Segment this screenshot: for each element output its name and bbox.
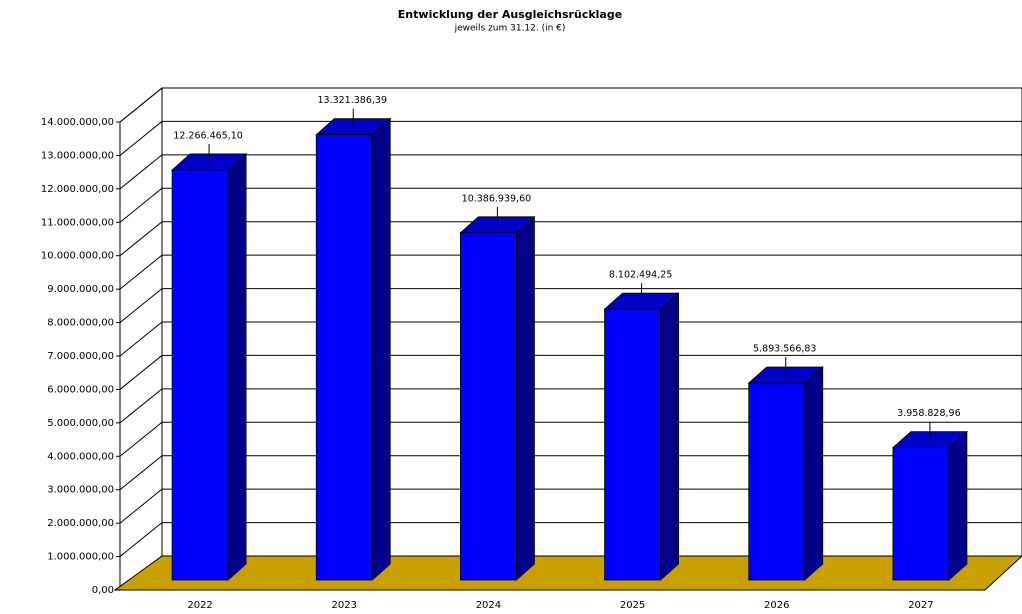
- bar-side: [227, 153, 247, 581]
- x-tick-label: 2026: [764, 600, 789, 611]
- y-tick-label: 1.000.000,00: [47, 552, 114, 563]
- bar-front: [315, 134, 373, 581]
- bar-side: [804, 366, 824, 581]
- y-tick-label: 5.000.000,00: [47, 418, 114, 429]
- bar: [603, 292, 680, 581]
- chart-subtitle: jeweils zum 31.12. (in €): [454, 24, 566, 34]
- value-label: 3.958.828,96: [897, 408, 960, 419]
- bar: [891, 430, 968, 581]
- grid-line: [119, 488, 1022, 524]
- grid-line: [119, 522, 1022, 557]
- value-label: 5.893.566,83: [753, 343, 816, 354]
- bar-side: [660, 292, 679, 581]
- y-tick-label: 0,00: [92, 585, 114, 596]
- bar: [747, 366, 824, 581]
- grid-line: [119, 421, 1022, 457]
- y-tick-label: 10.000.000,00: [41, 251, 114, 262]
- y-tick-label: 4.000.000,00: [47, 451, 114, 462]
- value-label: 13.321.386,39: [317, 95, 387, 106]
- bar: [315, 117, 392, 581]
- grid-line: [119, 154, 1022, 190]
- x-tick-label: 2022: [187, 600, 212, 611]
- bar: [171, 153, 248, 581]
- y-tick-label: 14.000.000,00: [41, 117, 114, 128]
- x-tick-label: 2025: [620, 600, 645, 611]
- y-tick-label: 7.000.000,00: [47, 351, 114, 362]
- grid-line: [119, 321, 1022, 357]
- bar-side: [371, 117, 391, 581]
- bar-side: [516, 215, 535, 581]
- x-tick-label: 2024: [476, 600, 501, 611]
- value-label: 10.386.939,60: [462, 193, 532, 204]
- grid-line: [119, 187, 1022, 223]
- bar-front: [748, 382, 806, 581]
- grid-line: [119, 288, 1022, 323]
- bar-front: [171, 169, 229, 581]
- bar-side: [948, 430, 968, 581]
- bar-front: [892, 447, 950, 581]
- grid-line: [119, 87, 1022, 123]
- x-tick-label: 2027: [908, 600, 933, 611]
- grid-line: [119, 354, 1022, 390]
- y-tick-label: 8.000.000,00: [47, 318, 114, 329]
- grid-line: [119, 221, 1022, 257]
- bar: [459, 215, 536, 581]
- y-tick-label: 9.000.000,00: [47, 284, 114, 295]
- y-tick-label: 6.000.000,00: [47, 384, 114, 395]
- y-tick-label: 13.000.000,00: [41, 150, 114, 161]
- y-tick-label: 2.000.000,00: [47, 518, 114, 529]
- grid-line: [119, 254, 1022, 290]
- grid-line: [119, 388, 1022, 424]
- grid-line: [119, 120, 1022, 156]
- bar-front: [604, 308, 661, 581]
- y-tick-label: 11.000.000,00: [41, 217, 114, 228]
- y-tick-label: 12.000.000,00: [41, 184, 114, 195]
- value-label: 8.102.494,25: [609, 270, 672, 281]
- bar-front: [460, 232, 517, 581]
- y-tick-label: 3.000.000,00: [47, 485, 114, 496]
- floor: [113, 555, 1022, 591]
- chart-title: Entwicklung der Ausgleichsrücklage: [398, 8, 622, 21]
- value-label: 12.266.465,10: [173, 130, 243, 141]
- x-tick-label: 2023: [332, 600, 357, 611]
- grid-line: [119, 455, 1022, 491]
